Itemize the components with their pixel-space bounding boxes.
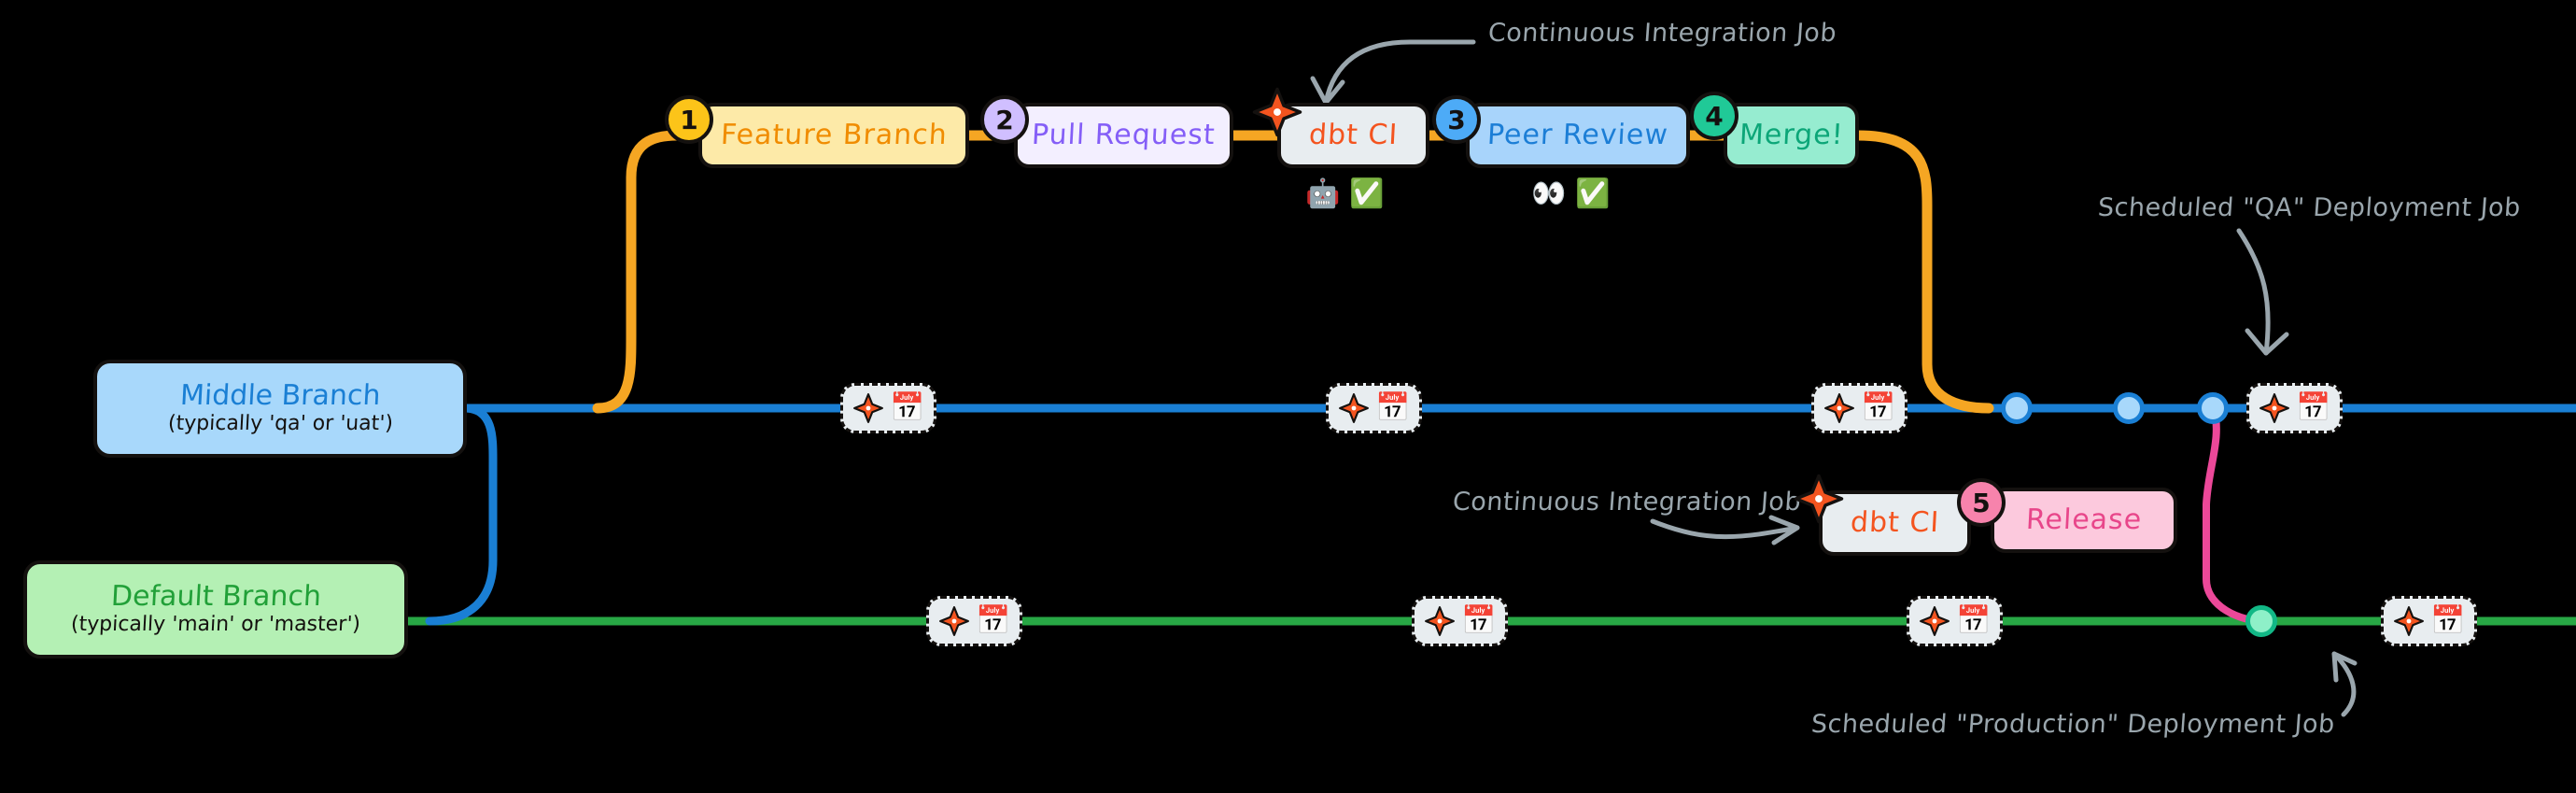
step-badge-2-number: 2	[995, 104, 1014, 135]
middle-branch-label[interactable]: Middle Branch (typically 'qa' or 'uat')	[93, 360, 467, 458]
step-badge-5[interactable]: 5	[1957, 478, 2006, 527]
calendar-icon: 📅	[976, 604, 1011, 637]
calendar-icon: 📅	[890, 391, 925, 424]
dbt-logo-icon	[1824, 393, 1854, 423]
step-dbt-ci-bottom[interactable]: dbt CI	[1819, 490, 1971, 556]
step-peer-review[interactable]: Peer Review	[1466, 103, 1690, 168]
commit-node[interactable]: 📅	[840, 383, 937, 433]
commit-node[interactable]: 📅	[926, 596, 1023, 646]
robot-icon: 🤖	[1305, 177, 1341, 210]
dbt-logo-icon	[939, 606, 969, 636]
production-deploy-dot[interactable]	[2245, 605, 2277, 637]
release-line	[2203, 404, 2267, 625]
calendar-icon: 📅	[1956, 604, 1992, 637]
annotation-ci-top: Continuous Integration Job	[1486, 19, 1838, 48]
calendar-icon: 📅	[1861, 391, 1896, 424]
commit-node[interactable]: 📅	[2246, 383, 2344, 433]
check-mark-icon: ✅	[1575, 177, 1611, 210]
step-badge-2[interactable]: 2	[980, 95, 1029, 144]
feature-merge-line	[1852, 130, 1994, 414]
step-release-label: Release	[2024, 503, 2144, 536]
step-badge-1[interactable]: 1	[665, 95, 713, 144]
step-badge-4-number: 4	[1705, 100, 1724, 132]
step-pull-request[interactable]: Pull Request	[1014, 103, 1233, 168]
annotation-qa-deploy: Scheduled "QA" Deployment Job	[2096, 193, 2522, 222]
calendar-icon: 📅	[1375, 391, 1411, 424]
step-peer-review-label: Peer Review	[1486, 119, 1669, 151]
qa-deploy-dot[interactable]	[2113, 392, 2145, 424]
default-branch-title: Default Branch	[109, 580, 322, 613]
ci-bottom-arrow	[1650, 518, 1800, 540]
commit-node[interactable]: 📅	[1907, 596, 2004, 646]
qa-deploy-dot[interactable]	[2001, 392, 2033, 424]
step-dbt-ci-top[interactable]: dbt CI	[1277, 103, 1429, 168]
commit-node[interactable]: 📅	[1326, 383, 1423, 433]
step-dbt-ci-bottom-label: dbt CI	[1850, 506, 1941, 539]
step-release[interactable]: Release	[1991, 488, 2177, 553]
step-feature-branch-label: Feature Branch	[719, 119, 949, 151]
dbt-logo-icon	[2259, 393, 2289, 423]
dbt-logo-icon	[2394, 606, 2424, 636]
dbt-logo-icon	[1425, 606, 1455, 636]
middle-branch-subtitle: (typically 'qa' or 'uat')	[166, 411, 394, 435]
step-badge-5-number: 5	[1972, 487, 1991, 518]
step-badge-3-number: 3	[1447, 104, 1466, 135]
step-feature-branch[interactable]: Feature Branch	[698, 103, 969, 168]
dbt-logo-icon	[1339, 393, 1369, 423]
review-status-markers: 👀 ✅	[1531, 180, 1611, 208]
default-branch-subtitle: (typically 'main' or 'master')	[70, 612, 361, 636]
check-mark-icon: ✅	[1349, 177, 1385, 210]
dbt-logo-icon	[1920, 606, 1950, 636]
annotation-ci-bottom: Continuous Integration Job	[1451, 488, 1803, 517]
ci-top-arrow	[1323, 39, 1476, 106]
calendar-icon: 📅	[2296, 391, 2331, 424]
step-merge-label: Merge!	[1738, 119, 1845, 151]
commit-node[interactable]: 📅	[2381, 596, 2478, 646]
step-badge-3[interactable]: 3	[1432, 95, 1481, 144]
ci-status-markers: 🤖 ✅	[1305, 180, 1385, 208]
qa-deploy-arrow	[2236, 228, 2271, 356]
dbt-logo-icon	[1252, 87, 1302, 137]
middle-branch-title: Middle Branch	[178, 379, 382, 412]
dbt-logo-icon	[1794, 474, 1844, 524]
step-pull-request-label: Pull Request	[1031, 119, 1217, 151]
feature-branch-line-out	[592, 130, 683, 414]
default-branch-label[interactable]: Default Branch (typically 'main' or 'mas…	[23, 560, 408, 658]
commit-node[interactable]: 📅	[1412, 596, 1509, 646]
step-badge-1-number: 1	[680, 104, 698, 135]
calendar-icon: 📅	[1461, 604, 1497, 637]
step-badge-4[interactable]: 4	[1690, 92, 1738, 140]
dbt-logo-icon	[853, 393, 883, 423]
step-dbt-ci-top-label: dbt CI	[1308, 119, 1400, 151]
annotation-prod-deploy: Scheduled "Production" Deployment Job	[1809, 710, 2336, 739]
calendar-icon: 📅	[2430, 604, 2466, 637]
eyes-icon: 👀	[1531, 177, 1567, 210]
qa-deploy-dot[interactable]	[2197, 392, 2229, 424]
commit-node[interactable]: 📅	[1811, 383, 1908, 433]
prod-deploy-arrow	[2331, 651, 2357, 717]
step-merge[interactable]: Merge!	[1724, 103, 1859, 168]
